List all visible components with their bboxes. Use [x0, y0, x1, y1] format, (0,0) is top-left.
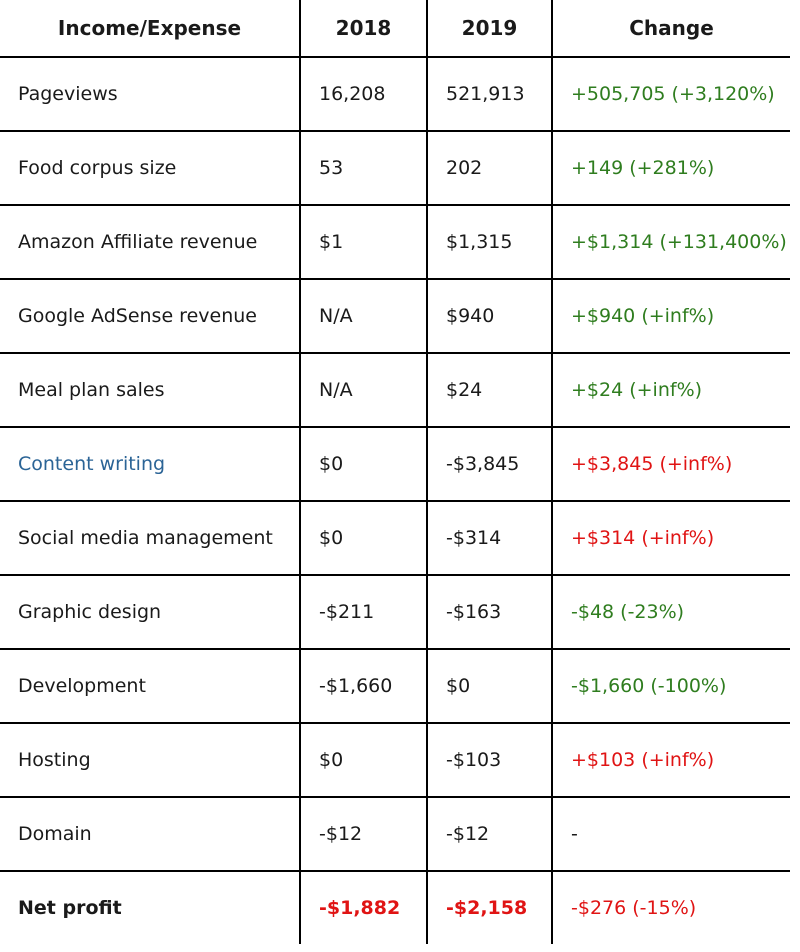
header-2018: 2018	[299, 0, 428, 58]
row-label: Meal plan sales	[0, 352, 301, 428]
table-row: Domain -$12 -$12 -	[0, 796, 790, 872]
content-writing-link[interactable]: Content writing	[0, 426, 301, 502]
table-row: Social media management $0 -$314 +$314 (…	[0, 500, 790, 576]
value-change: +$940 (+inf%)	[551, 278, 790, 354]
net-profit-2018: -$1,882	[299, 870, 428, 944]
value-change: +$1,314 (+131,400%)	[551, 204, 790, 280]
value-2019: -$163	[426, 574, 553, 650]
table-row: Development -$1,660 $0 -$1,660 (-100%)	[0, 648, 790, 724]
value-change: -$48 (-23%)	[551, 574, 790, 650]
value-2019: -$12	[426, 796, 553, 872]
value-2019: 521,913	[426, 56, 553, 132]
value-2018: -$211	[299, 574, 428, 650]
net-profit-2019: -$2,158	[426, 870, 553, 944]
value-2018: $0	[299, 426, 428, 502]
net-profit-change: -$276 (-15%)	[551, 870, 790, 944]
value-2019: -$314	[426, 500, 553, 576]
value-2019: -$103	[426, 722, 553, 798]
row-label: Google AdSense revenue	[0, 278, 301, 354]
table-row: Hosting $0 -$103 +$103 (+inf%)	[0, 722, 790, 798]
value-change: +$24 (+inf%)	[551, 352, 790, 428]
income-expense-table: Income/Expense 2018 2019 Change Pageview…	[0, 0, 790, 944]
value-change: -	[551, 796, 790, 872]
value-2019: -$3,845	[426, 426, 553, 502]
row-label: Graphic design	[0, 574, 301, 650]
table-row: Content writing $0 -$3,845 +$3,845 (+inf…	[0, 426, 790, 502]
row-label: Food corpus size	[0, 130, 301, 206]
net-profit-label: Net profit	[0, 870, 301, 944]
value-2018: N/A	[299, 352, 428, 428]
row-label: Amazon Affiliate revenue	[0, 204, 301, 280]
value-change: -$1,660 (-100%)	[551, 648, 790, 724]
value-change: +$103 (+inf%)	[551, 722, 790, 798]
value-2018: -$1,660	[299, 648, 428, 724]
value-change: +$314 (+inf%)	[551, 500, 790, 576]
table-row: Pageviews 16,208 521,913 +505,705 (+3,12…	[0, 56, 790, 132]
value-2019: $24	[426, 352, 553, 428]
table-row: Food corpus size 53 202 +149 (+281%)	[0, 130, 790, 206]
value-2018: $0	[299, 500, 428, 576]
value-2018: 53	[299, 130, 428, 206]
value-2019: $940	[426, 278, 553, 354]
header-income-expense: Income/Expense	[0, 0, 301, 58]
value-2018: N/A	[299, 278, 428, 354]
row-label: Pageviews	[0, 56, 301, 132]
value-change: +149 (+281%)	[551, 130, 790, 206]
value-2018: $1	[299, 204, 428, 280]
header-row: Income/Expense 2018 2019 Change	[0, 0, 790, 58]
row-label: Development	[0, 648, 301, 724]
value-change: +$3,845 (+inf%)	[551, 426, 790, 502]
value-2018: 16,208	[299, 56, 428, 132]
table-row: Graphic design -$211 -$163 -$48 (-23%)	[0, 574, 790, 650]
header-2019: 2019	[426, 0, 553, 58]
value-change: +505,705 (+3,120%)	[551, 56, 790, 132]
header-change: Change	[551, 0, 790, 58]
value-2019: $1,315	[426, 204, 553, 280]
row-label: Social media management	[0, 500, 301, 576]
row-label: Hosting	[0, 722, 301, 798]
net-profit-row: Net profit -$1,882 -$2,158 -$276 (-15%)	[0, 870, 790, 944]
table-row: Google AdSense revenue N/A $940 +$940 (+…	[0, 278, 790, 354]
value-2019: 202	[426, 130, 553, 206]
value-2018: $0	[299, 722, 428, 798]
value-2018: -$12	[299, 796, 428, 872]
table-row: Amazon Affiliate revenue $1 $1,315 +$1,3…	[0, 204, 790, 280]
value-2019: $0	[426, 648, 553, 724]
row-label: Domain	[0, 796, 301, 872]
table-row: Meal plan sales N/A $24 +$24 (+inf%)	[0, 352, 790, 428]
